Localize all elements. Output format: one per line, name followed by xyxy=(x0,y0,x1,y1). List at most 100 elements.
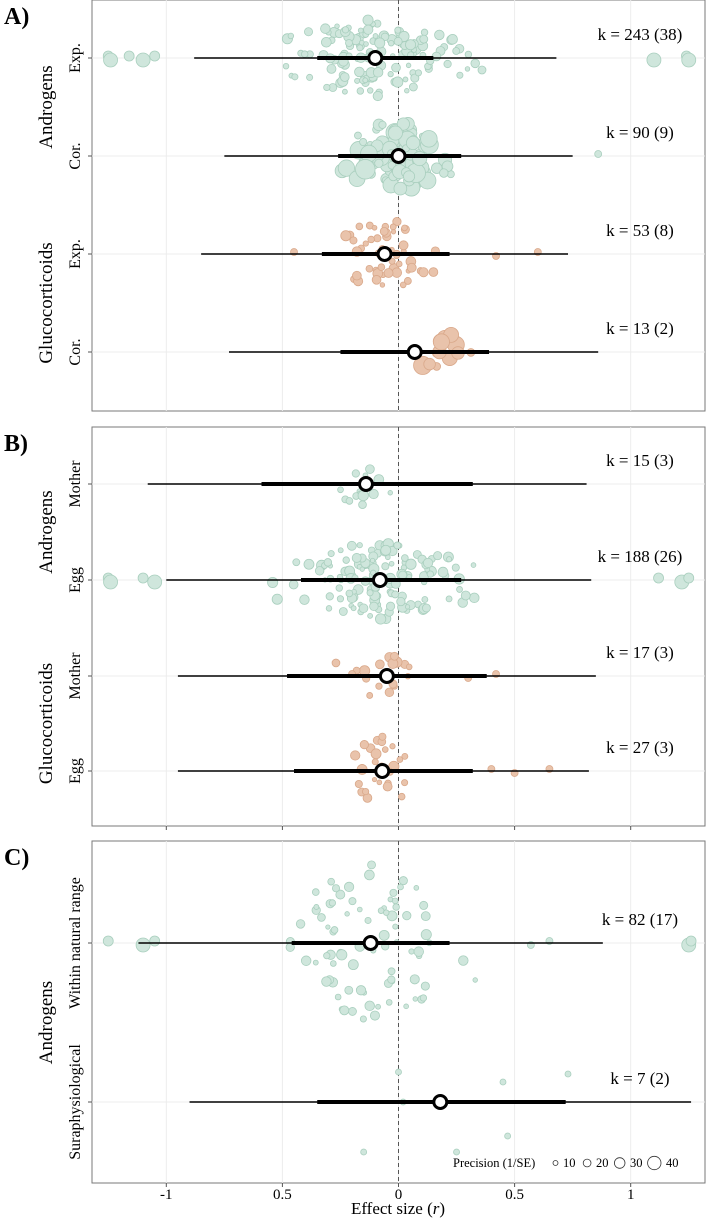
data-point xyxy=(331,658,341,668)
data-point xyxy=(385,999,393,1006)
row-label: Cor. xyxy=(67,142,84,169)
data-point xyxy=(426,570,434,578)
data-point xyxy=(422,603,431,613)
data-point xyxy=(336,949,348,961)
panel-c: C) k = 82 (17) Within natural range k = 7 (… xyxy=(4,840,706,1184)
data-point xyxy=(287,32,295,40)
data-point xyxy=(375,613,387,625)
data-point xyxy=(354,779,363,788)
data-point xyxy=(334,23,340,29)
data-point xyxy=(392,903,400,911)
data-point xyxy=(371,758,379,766)
data-point xyxy=(464,66,471,72)
outlier-point xyxy=(103,52,118,68)
data-point xyxy=(330,926,339,934)
data-point xyxy=(291,73,299,81)
data-point xyxy=(398,792,406,801)
data-point xyxy=(389,888,398,897)
data-point xyxy=(402,76,409,83)
data-point xyxy=(342,556,350,564)
data-point xyxy=(311,888,320,896)
outlier-point xyxy=(147,574,163,590)
k-label: k = 90 (9) xyxy=(606,123,674,142)
outlier-point xyxy=(149,935,161,947)
panel-label: A) xyxy=(4,4,29,30)
data-point xyxy=(362,787,370,796)
point-estimate xyxy=(357,476,374,492)
data-point xyxy=(445,595,453,603)
x-axis-title: Effect size (r) xyxy=(351,1199,445,1218)
data-point xyxy=(357,489,369,502)
data-point xyxy=(314,566,325,576)
data-point xyxy=(363,41,369,47)
data-point xyxy=(335,584,343,592)
k-label: k = 17 (3) xyxy=(606,643,674,662)
data-point xyxy=(355,985,367,996)
panel-b: B) k = 15 (3) Mother k = 188 (26) Egg k = 17 … xyxy=(4,426,706,827)
data-point xyxy=(499,1078,507,1086)
data-point xyxy=(464,50,473,59)
data-point xyxy=(396,117,410,131)
data-point xyxy=(370,748,382,760)
data-point xyxy=(340,230,352,242)
data-point xyxy=(341,26,350,34)
data-point xyxy=(391,267,402,278)
data-point xyxy=(395,1068,402,1076)
legend-label: 40 xyxy=(666,1156,679,1170)
data-point xyxy=(362,77,369,84)
data-point xyxy=(387,71,394,78)
x-tick-label: 1 xyxy=(627,1187,635,1203)
data-point xyxy=(375,682,383,690)
data-point xyxy=(405,39,417,51)
data-point xyxy=(326,64,337,74)
legend-label: 10 xyxy=(563,1156,576,1170)
data-point xyxy=(434,29,445,41)
data-point xyxy=(352,270,362,281)
point-estimate xyxy=(432,1094,449,1110)
data-point xyxy=(403,170,416,183)
data-point xyxy=(303,558,315,570)
x-tick-label: 0.5 xyxy=(505,1187,524,1203)
data-point xyxy=(356,542,363,549)
data-point xyxy=(401,224,408,232)
data-point xyxy=(387,125,403,141)
data-point xyxy=(313,904,320,910)
data-point xyxy=(460,590,471,601)
data-point xyxy=(381,562,390,571)
k-label: k = 82 (17) xyxy=(602,910,678,929)
point-estimate xyxy=(371,572,388,588)
outlier-point xyxy=(681,52,697,68)
data-point xyxy=(399,281,407,289)
data-point xyxy=(419,34,429,44)
data-point xyxy=(364,1000,375,1012)
data-point xyxy=(376,779,383,786)
data-point xyxy=(339,1005,350,1016)
data-point xyxy=(412,996,418,1002)
outlier-point xyxy=(135,937,151,953)
data-point xyxy=(350,750,361,761)
data-point xyxy=(405,558,417,570)
row-label: Egg xyxy=(67,567,84,593)
data-point xyxy=(345,497,354,505)
data-point xyxy=(367,612,374,619)
data-point xyxy=(345,589,354,598)
data-point xyxy=(267,576,279,588)
data-point xyxy=(371,224,378,231)
data-point xyxy=(394,26,402,34)
data-point xyxy=(320,23,331,34)
data-point xyxy=(446,556,453,563)
data-point xyxy=(367,235,375,244)
data-point xyxy=(453,1148,460,1156)
data-point xyxy=(390,229,397,235)
row-label: Suraphysiological xyxy=(67,1044,84,1160)
data-point xyxy=(337,486,344,494)
data-point xyxy=(348,897,357,906)
data-point xyxy=(403,277,412,285)
data-point xyxy=(358,500,367,510)
data-point xyxy=(398,876,408,886)
data-point xyxy=(408,948,415,955)
data-point xyxy=(337,159,356,177)
data-point xyxy=(383,268,394,278)
point-estimate xyxy=(374,763,391,779)
data-point xyxy=(339,72,350,82)
